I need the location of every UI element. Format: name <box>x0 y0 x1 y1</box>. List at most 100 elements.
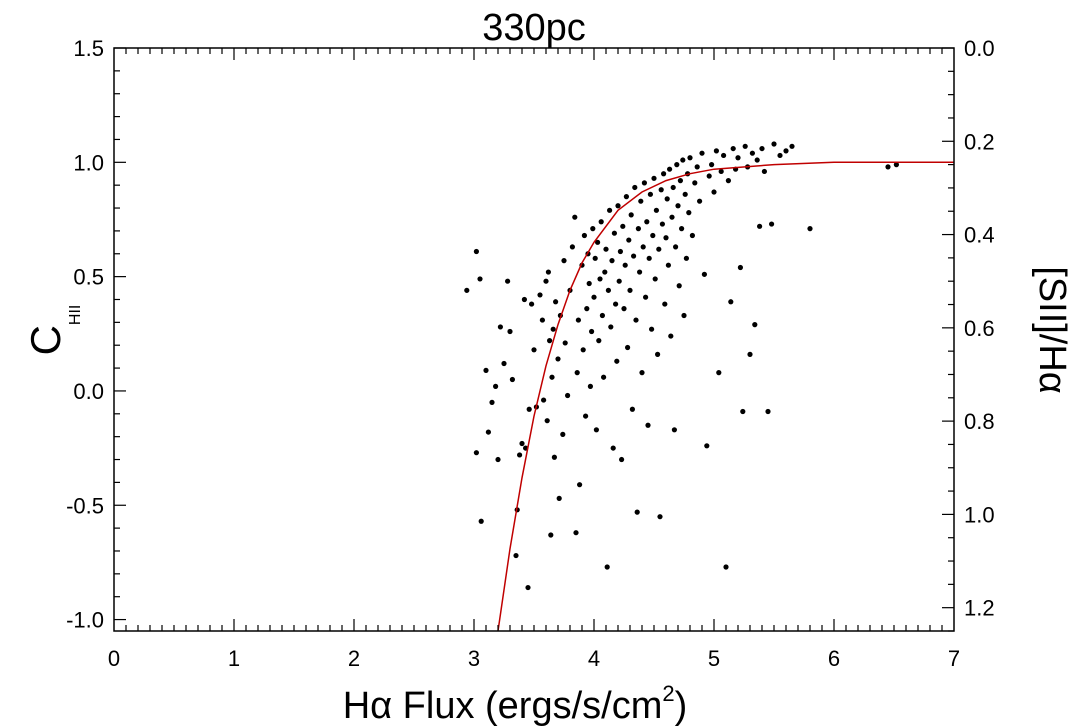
data-point-95 <box>631 253 637 259</box>
data-point-68 <box>598 219 604 225</box>
data-point-120 <box>661 171 667 177</box>
data-point-49 <box>574 370 580 376</box>
data-point-42 <box>561 258 567 264</box>
data-point-7 <box>489 399 495 405</box>
x-tick-label: 3 <box>468 646 480 671</box>
data-point-181 <box>885 164 891 170</box>
data-point-130 <box>673 244 679 250</box>
data-point-142 <box>687 155 693 161</box>
data-point-46 <box>569 244 576 250</box>
data-point-121 <box>662 301 668 307</box>
data-point-50 <box>575 317 582 323</box>
x-axis-label: Hα Flux (ergs/s/cm2) <box>343 681 688 727</box>
data-point-149 <box>704 443 710 449</box>
data-point-93 <box>628 212 634 218</box>
data-point-76 <box>608 324 614 330</box>
data-point-153 <box>713 148 720 154</box>
x-tick-label: 7 <box>948 646 960 671</box>
data-point-17 <box>517 452 523 458</box>
data-point-70 <box>601 374 607 380</box>
data-point-58 <box>586 280 592 287</box>
data-point-77 <box>609 258 615 264</box>
data-point-136 <box>680 157 686 163</box>
data-point-128 <box>670 184 676 191</box>
data-point-173 <box>761 168 768 175</box>
data-point-138 <box>682 191 688 197</box>
data-point-157 <box>723 564 729 570</box>
data-point-4 <box>478 518 484 524</box>
y-tick-label: -1.0 <box>66 608 104 633</box>
data-point-129 <box>671 427 678 433</box>
data-point-146 <box>697 198 703 204</box>
data-point-19 <box>521 296 528 303</box>
data-point-172 <box>759 145 765 152</box>
data-point-92 <box>627 287 633 293</box>
data-point-39 <box>556 495 562 501</box>
data-point-152 <box>711 189 717 195</box>
data-point-9 <box>495 456 501 463</box>
data-point-13 <box>507 328 513 335</box>
data-point-170 <box>754 157 760 163</box>
x-tick-label: 6 <box>828 646 840 671</box>
data-point-55 <box>583 413 589 419</box>
data-point-91 <box>626 237 632 243</box>
y-right-tick-label: 0.8 <box>964 409 995 434</box>
y-right-tick-label: 0.4 <box>964 223 995 248</box>
data-point-89 <box>623 194 630 200</box>
data-point-79 <box>611 230 618 236</box>
x-tick-label: 2 <box>348 646 360 671</box>
data-point-66 <box>596 338 602 344</box>
data-point-168 <box>749 150 756 156</box>
data-point-82 <box>615 203 621 209</box>
data-point-24 <box>531 347 537 353</box>
data-point-107 <box>645 422 651 428</box>
data-point-133 <box>676 283 682 289</box>
y-right-tick-labels: 0.0 0.2 0.4 0.6 0.8 1.0 1.2 <box>964 36 995 621</box>
data-points <box>464 141 900 591</box>
data-point-111 <box>650 232 656 239</box>
data-point-162 <box>735 155 741 161</box>
data-point-148 <box>701 271 708 277</box>
data-point-169 <box>752 322 758 328</box>
data-point-143 <box>689 232 696 239</box>
data-point-67 <box>597 276 603 282</box>
data-point-113 <box>652 276 658 282</box>
data-point-145 <box>694 164 700 170</box>
data-point-114 <box>653 207 660 213</box>
data-point-81 <box>614 358 620 364</box>
data-point-116 <box>656 246 662 252</box>
data-point-165 <box>742 143 748 149</box>
data-point-164 <box>740 408 746 415</box>
y-right-tick-label: 1.2 <box>964 596 995 621</box>
x-tick-labels: 0 1 2 3 4 5 6 7 <box>108 646 960 671</box>
data-point-14 <box>509 376 515 383</box>
data-point-123 <box>664 196 670 202</box>
data-point-159 <box>728 299 734 305</box>
data-point-59 <box>587 383 594 389</box>
data-point-115 <box>655 351 661 357</box>
axis-ticks <box>114 47 954 632</box>
x-tick-label: 0 <box>108 646 120 671</box>
data-point-94 <box>629 406 636 412</box>
data-point-150 <box>706 173 712 179</box>
data-point-182 <box>893 162 900 168</box>
data-point-34 <box>549 374 555 380</box>
data-point-10 <box>497 324 503 330</box>
y-right-tick-label: 1.0 <box>964 502 995 527</box>
data-point-47 <box>572 214 578 220</box>
data-point-105 <box>643 294 649 300</box>
data-point-139 <box>683 255 690 261</box>
data-point-126 <box>668 333 674 339</box>
data-point-29 <box>543 278 549 284</box>
data-point-119 <box>659 221 666 227</box>
data-point-74 <box>605 287 612 293</box>
data-point-53 <box>580 347 586 353</box>
data-point-32 <box>547 338 553 344</box>
data-point-174 <box>765 408 771 415</box>
data-point-180 <box>807 226 813 232</box>
data-point-175 <box>769 221 775 227</box>
data-point-60 <box>589 328 595 335</box>
plot-frame <box>113 47 955 632</box>
data-point-137 <box>681 312 687 319</box>
data-point-96 <box>632 184 638 191</box>
